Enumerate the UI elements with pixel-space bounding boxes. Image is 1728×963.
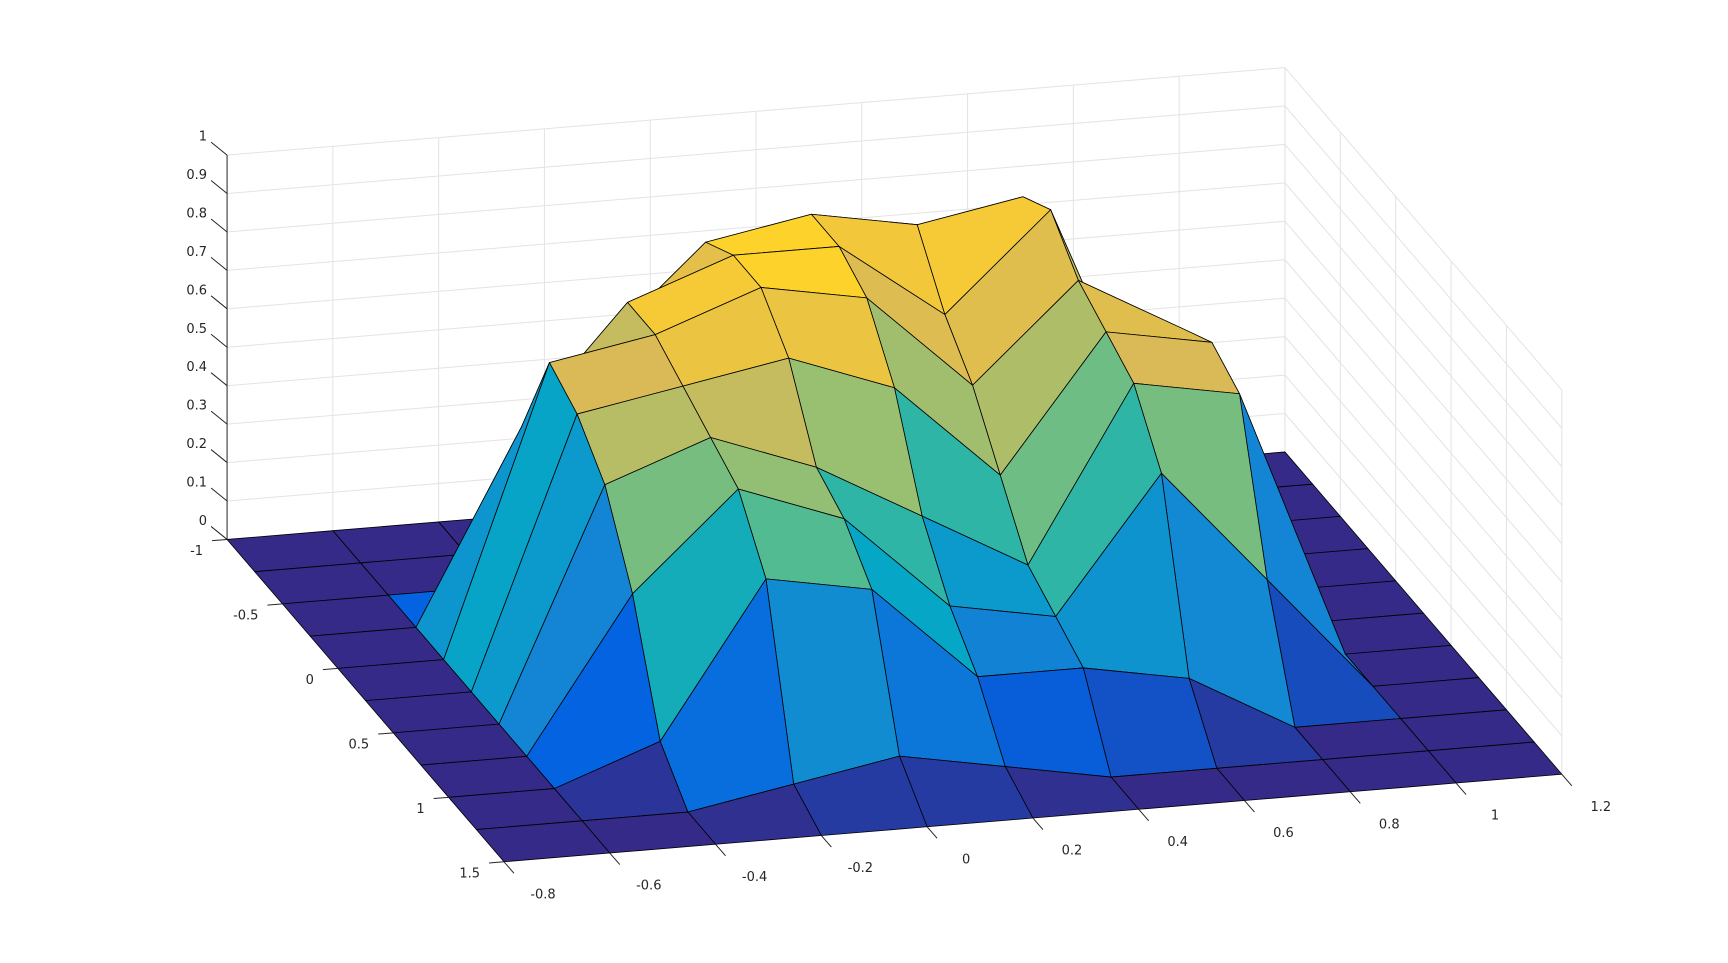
grid-line: [1284, 297, 1563, 621]
y-tick: [267, 603, 283, 606]
z-tick: [210, 487, 228, 502]
grid-line: [227, 67, 1285, 156]
x-tick-label: 1: [1491, 809, 1499, 824]
x-tick: [715, 843, 726, 857]
x-tick: [1032, 817, 1044, 830]
z-tick: [210, 256, 228, 271]
z-tick-label: 0.7: [186, 245, 207, 260]
x-tick: [1138, 808, 1150, 822]
y-tick-label: -0.5: [233, 608, 258, 623]
x-tick-label: -0.4: [742, 870, 767, 885]
x-tick-label: 0.2: [1062, 844, 1083, 859]
y-tick-label: 0.5: [349, 737, 370, 752]
y-tick: [378, 732, 394, 735]
x-tick: [926, 826, 938, 839]
grid-line: [227, 105, 1285, 195]
grid-line: [227, 182, 1285, 271]
grid-line: [1284, 144, 1563, 468]
z-tick-label: 0.5: [186, 322, 207, 337]
grid-line: [1284, 259, 1563, 583]
y-tick-label: -1: [190, 544, 203, 559]
x-tick-label: -0.8: [530, 887, 555, 902]
y-tick: [322, 667, 338, 671]
surface-patch: [475, 820, 611, 863]
z-tick-label: 0.9: [186, 168, 207, 183]
y-tick-label: 0: [306, 673, 314, 688]
y-tick: [433, 796, 449, 800]
x-tick: [1244, 800, 1255, 813]
z-tick: [210, 449, 228, 463]
y-tick: [488, 861, 505, 864]
x-tick: [1349, 791, 1361, 804]
axis-ticks: 0 0.1 0.2 0.3 0.4 0.5 0.6 0.7 0.8 0.9 1 -1 -0.5 0 0.5 1…: [186, 130, 1611, 903]
z-tick-label: 0.4: [186, 360, 207, 375]
y-tick: [212, 538, 228, 542]
grid-line: [1284, 67, 1563, 391]
grid-line: [1284, 374, 1563, 698]
z-tick: [210, 410, 228, 425]
z-tick-label: 0: [199, 514, 207, 529]
z-tick-label: 0.6: [186, 283, 207, 298]
z-tick-label: 1: [199, 130, 207, 145]
z-tick-label: 0.8: [186, 206, 207, 221]
x-tick-label: -0.6: [636, 879, 661, 894]
grid-line: [1284, 182, 1563, 506]
x-tick-label: 0.6: [1273, 826, 1294, 841]
grid-line: [227, 143, 1285, 233]
z-tick: [210, 333, 228, 348]
z-tick: [210, 218, 228, 233]
x-tick: [503, 861, 515, 874]
y-tick-label: 1: [416, 802, 424, 817]
z-tick-label: 0.1: [186, 476, 207, 491]
z-tick: [210, 180, 228, 194]
x-tick: [609, 852, 621, 865]
z-tick-label: 0.2: [186, 437, 207, 452]
x-tick-label: -0.2: [848, 861, 873, 876]
z-tick: [210, 141, 228, 156]
y-tick-label: 1.5: [459, 866, 480, 881]
x-tick: [1561, 773, 1573, 787]
z-tick: [210, 526, 228, 540]
z-tick: [210, 372, 228, 387]
x-tick-label: 0.8: [1379, 817, 1400, 832]
x-tick-label: 1.2: [1591, 800, 1612, 815]
z-tick: [210, 295, 228, 310]
grid-line: [1284, 105, 1563, 429]
grid-line: [1284, 220, 1563, 544]
x-tick: [1455, 782, 1467, 795]
x-tick-label: 0.4: [1167, 835, 1188, 850]
grid-line: [1284, 413, 1563, 737]
grid-line: [1284, 336, 1563, 660]
surface: [226, 196, 1563, 863]
x-tick: [820, 835, 832, 848]
z-tick-label: 0.3: [186, 399, 207, 414]
x-tick-label: 0: [962, 852, 970, 867]
